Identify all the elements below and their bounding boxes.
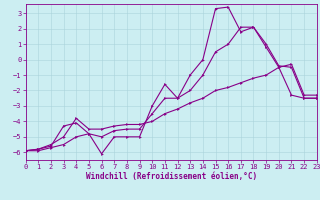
X-axis label: Windchill (Refroidissement éolien,°C): Windchill (Refroidissement éolien,°C) <box>86 172 257 181</box>
